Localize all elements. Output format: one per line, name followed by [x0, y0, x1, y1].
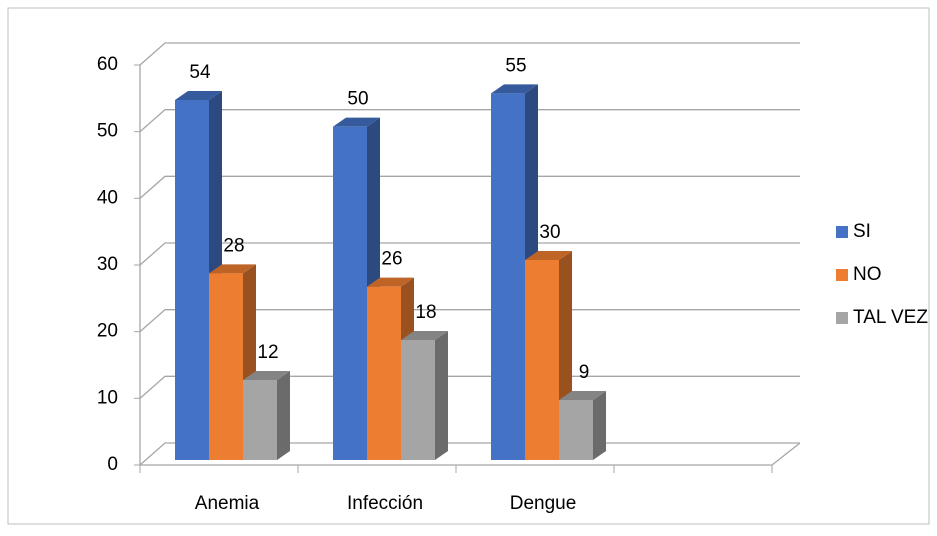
bar-side	[593, 391, 606, 460]
bar	[559, 400, 593, 460]
data-label: 50	[347, 89, 368, 110]
chart-border	[7, 7, 930, 525]
bar-side	[277, 371, 290, 460]
data-label: 28	[223, 235, 244, 256]
data-label: 54	[189, 62, 211, 83]
bar	[367, 286, 401, 460]
bar-side	[435, 331, 448, 460]
grid-line	[139, 42, 800, 66]
bar-top	[559, 391, 606, 400]
grid-line	[139, 375, 800, 399]
legend-label: NO	[853, 264, 882, 285]
grid-line	[139, 109, 800, 133]
legend-label: SI	[853, 221, 871, 242]
bar	[333, 126, 367, 461]
data-label: 18	[415, 302, 436, 323]
grid-line	[139, 175, 800, 199]
legend-label: TAL VEZ	[853, 307, 928, 328]
bar-top	[209, 264, 256, 274]
bar	[491, 93, 525, 460]
data-label: 30	[539, 222, 560, 243]
data-label: 12	[257, 342, 278, 363]
x-tick-label: Dengue	[510, 493, 577, 514]
y-tick-label: 20	[97, 321, 118, 342]
x-tick-label: Infección	[347, 493, 423, 514]
y-tick-label: 60	[97, 54, 118, 75]
bar	[401, 340, 435, 460]
grid-line	[139, 242, 800, 266]
legend-swatch	[836, 269, 848, 281]
bar-top	[401, 331, 448, 340]
bar	[209, 273, 243, 460]
bar-top	[367, 277, 414, 287]
y-tick-label: 0	[107, 454, 118, 475]
bar-top	[491, 84, 538, 94]
y-tick-label: 50	[97, 121, 118, 142]
bar-top	[175, 91, 222, 100]
grid-line	[139, 309, 800, 333]
data-label: 9	[579, 362, 590, 383]
y-tick-label: 40	[97, 187, 118, 208]
bar	[243, 380, 277, 460]
bar-top	[333, 117, 380, 127]
y-tick-label: 30	[97, 254, 118, 275]
bar	[175, 100, 209, 460]
y-tick-label: 10	[97, 387, 118, 408]
bar-top	[525, 251, 572, 260]
x-tick-label: Anemia	[195, 493, 260, 514]
data-label: 26	[381, 249, 402, 270]
legend-swatch	[836, 226, 848, 238]
legend-swatch	[836, 312, 848, 324]
data-label: 55	[505, 55, 526, 76]
bar	[525, 260, 559, 460]
bar-top	[243, 371, 290, 380]
